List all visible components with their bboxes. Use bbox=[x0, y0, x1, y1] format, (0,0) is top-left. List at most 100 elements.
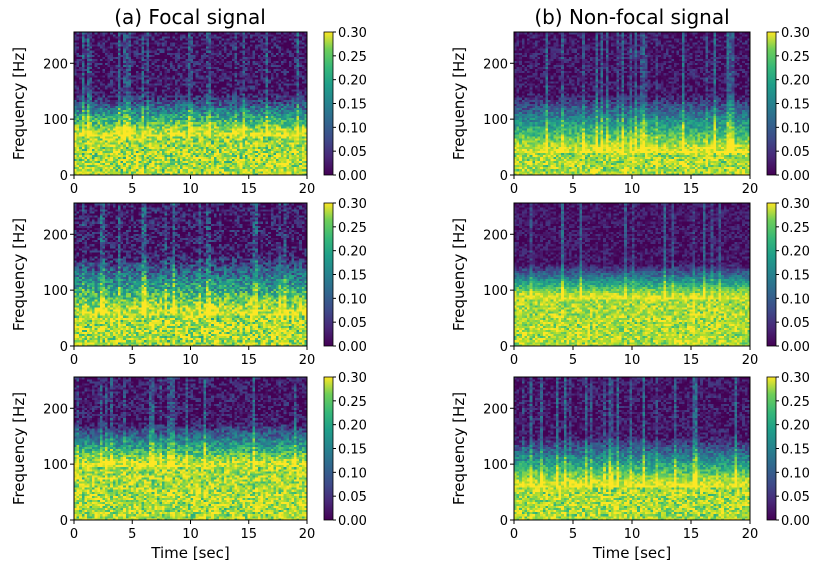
heatmap-cell bbox=[224, 169, 227, 171]
heatmap-cell bbox=[299, 161, 302, 163]
heatmap-cell bbox=[159, 171, 162, 173]
heatmap-cell bbox=[157, 118, 160, 120]
heatmap-cell bbox=[92, 155, 95, 157]
heatmap-cell bbox=[266, 93, 269, 95]
heatmap-cell bbox=[95, 144, 98, 146]
heatmap-cell bbox=[260, 169, 263, 171]
heatmap-cell bbox=[175, 134, 178, 136]
heatmap-cell bbox=[123, 71, 126, 73]
heatmap-cell bbox=[229, 169, 232, 171]
heatmap-cell bbox=[247, 171, 250, 173]
heatmap-cell bbox=[206, 146, 209, 148]
heatmap-cell bbox=[144, 140, 147, 142]
heatmap-cell bbox=[128, 130, 131, 132]
heatmap-cell bbox=[297, 85, 300, 87]
heatmap-cell bbox=[100, 140, 103, 142]
heatmap-cell bbox=[105, 134, 108, 136]
heatmap-cell bbox=[128, 120, 131, 122]
heatmap-cell bbox=[149, 104, 152, 106]
heatmap-cell bbox=[224, 99, 227, 101]
heatmap-cell bbox=[113, 67, 116, 69]
heatmap-cell bbox=[134, 142, 137, 144]
heatmap-cell bbox=[237, 75, 240, 77]
heatmap-cell bbox=[250, 148, 253, 150]
heatmap-cell bbox=[294, 146, 297, 148]
heatmap-cell bbox=[128, 116, 131, 118]
heatmap-cell bbox=[97, 159, 100, 161]
heatmap-cell bbox=[240, 138, 243, 140]
heatmap-cell bbox=[170, 112, 173, 114]
heatmap-cell bbox=[240, 155, 243, 157]
heatmap-cell bbox=[100, 87, 103, 89]
heatmap-cell bbox=[121, 140, 124, 142]
heatmap-cell bbox=[281, 95, 284, 97]
heatmap-cell bbox=[219, 122, 222, 124]
heatmap-cell bbox=[157, 136, 160, 138]
heatmap-cell bbox=[279, 161, 282, 163]
heatmap-cell bbox=[255, 150, 258, 152]
heatmap-cell bbox=[149, 61, 152, 63]
heatmap-cell bbox=[201, 150, 204, 152]
heatmap-cell bbox=[126, 153, 129, 155]
heatmap-cell bbox=[172, 167, 175, 169]
heatmap-cell bbox=[77, 110, 80, 112]
heatmap-cell bbox=[299, 110, 302, 112]
heatmap-cell bbox=[110, 169, 113, 171]
heatmap-cell bbox=[180, 104, 183, 106]
heatmap-cell bbox=[291, 67, 294, 69]
heatmap-cell bbox=[92, 146, 95, 148]
heatmap-cell bbox=[255, 67, 258, 69]
heatmap-cell bbox=[154, 112, 157, 114]
heatmap-cell bbox=[157, 155, 160, 157]
heatmap-cell bbox=[255, 83, 258, 85]
heatmap-cell bbox=[219, 157, 222, 159]
heatmap-cell bbox=[105, 95, 108, 97]
heatmap-cell bbox=[286, 126, 289, 128]
heatmap-cell bbox=[84, 73, 87, 75]
heatmap-cell bbox=[209, 87, 212, 89]
heatmap-cell bbox=[126, 89, 129, 91]
heatmap-cell bbox=[79, 122, 82, 124]
heatmap-cell bbox=[165, 108, 168, 110]
heatmap-cell bbox=[105, 118, 108, 120]
heatmap-cell bbox=[157, 112, 160, 114]
heatmap-cell bbox=[271, 159, 274, 161]
heatmap-cell bbox=[253, 106, 256, 108]
heatmap-cell bbox=[102, 144, 105, 146]
heatmap-cell bbox=[299, 99, 302, 101]
heatmap-cell bbox=[302, 87, 305, 89]
heatmap-cell bbox=[266, 167, 269, 169]
heatmap-cell bbox=[284, 63, 287, 65]
heatmap-cell bbox=[113, 138, 116, 140]
heatmap-cell bbox=[178, 67, 181, 69]
heatmap-cell bbox=[196, 108, 199, 110]
heatmap-cell bbox=[268, 101, 271, 103]
heatmap-cell bbox=[185, 75, 188, 77]
heatmap-cell bbox=[237, 114, 240, 116]
heatmap-cell bbox=[193, 106, 196, 108]
heatmap-cell bbox=[149, 132, 152, 134]
heatmap-cell bbox=[268, 144, 271, 146]
heatmap-cell bbox=[203, 89, 206, 91]
heatmap-cell bbox=[258, 104, 261, 106]
heatmap-cell bbox=[209, 71, 212, 73]
heatmap-cell bbox=[198, 89, 201, 91]
heatmap-cell bbox=[294, 128, 297, 130]
heatmap-cell bbox=[242, 65, 245, 67]
heatmap-cell bbox=[281, 112, 284, 114]
heatmap-cell bbox=[110, 89, 113, 91]
heatmap-cell bbox=[294, 73, 297, 75]
heatmap-cell bbox=[263, 120, 266, 122]
heatmap-cell bbox=[222, 108, 225, 110]
heatmap-cell bbox=[232, 167, 235, 169]
heatmap-cell bbox=[294, 148, 297, 150]
heatmap-cell bbox=[162, 116, 165, 118]
heatmap-cell bbox=[136, 97, 139, 99]
heatmap-cell bbox=[302, 106, 305, 108]
heatmap-cell bbox=[84, 108, 87, 110]
heatmap-cell bbox=[229, 134, 232, 136]
heatmap-cell bbox=[209, 120, 212, 122]
heatmap-cell bbox=[172, 65, 175, 67]
heatmap-cell bbox=[144, 120, 147, 122]
heatmap-cell bbox=[100, 124, 103, 126]
